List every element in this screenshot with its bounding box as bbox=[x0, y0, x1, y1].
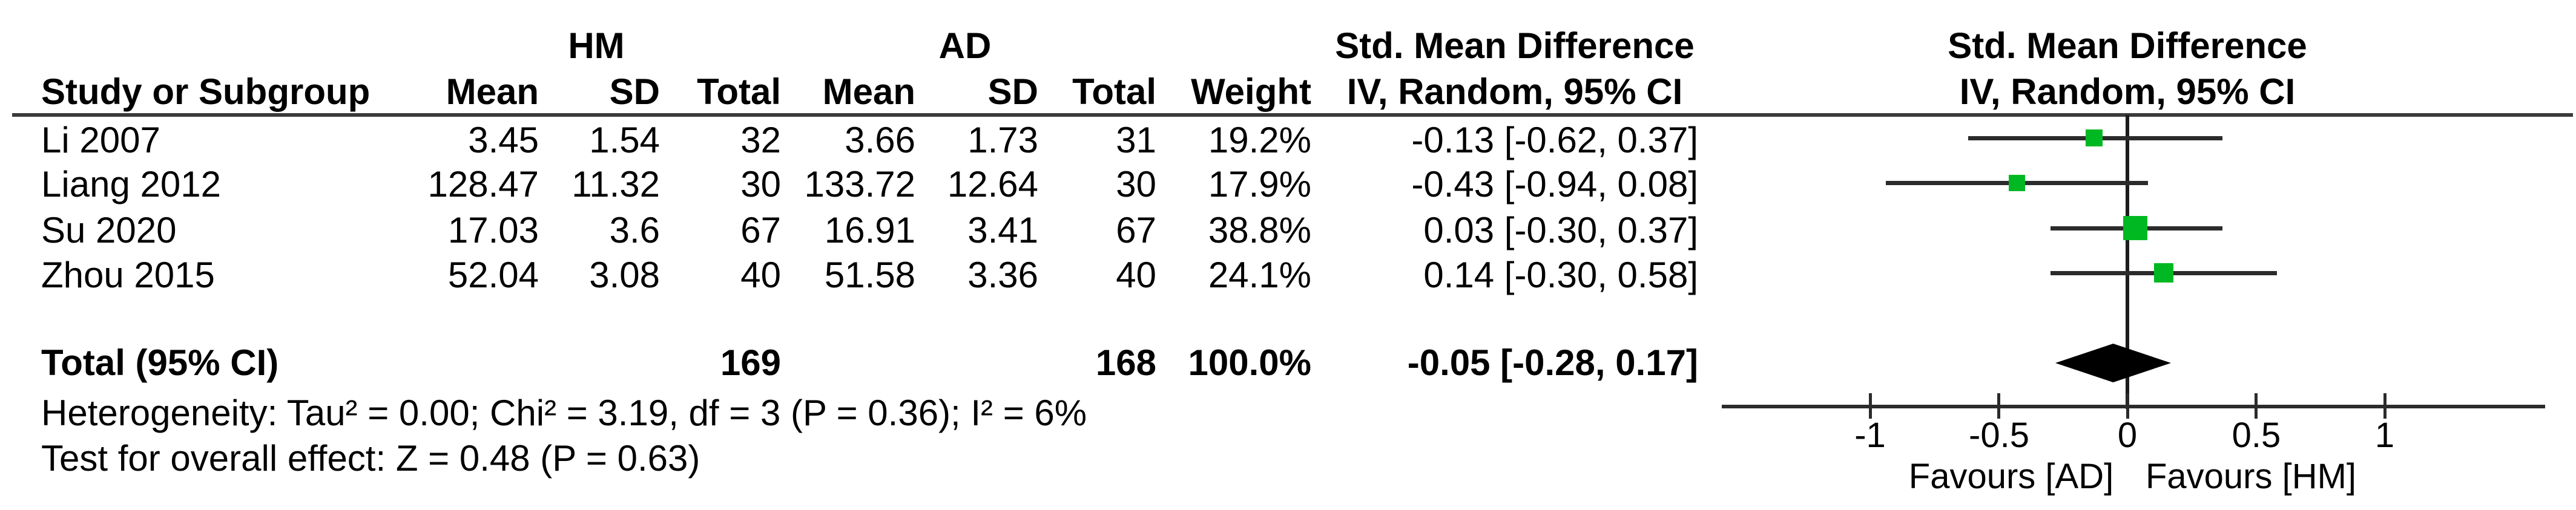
heterogeneity-text: Heterogeneity: Tau² = 0.00; Chi² = 3.19,… bbox=[41, 393, 1087, 433]
favours-left-label: Favours [AD] bbox=[1908, 457, 2114, 496]
col-header-weight: Weight bbox=[1191, 71, 1311, 112]
header-separator-line bbox=[12, 113, 2573, 117]
axis-tick-label: -1 bbox=[1854, 416, 1886, 455]
x-axis-line bbox=[1722, 405, 2545, 408]
effect-square-marker bbox=[2009, 175, 2025, 191]
hm-sd-cell: 3.6 bbox=[609, 210, 660, 250]
axis-tick-label: 0.5 bbox=[2232, 416, 2281, 455]
weight-cell: 24.1% bbox=[1208, 255, 1311, 295]
zero-effect-line bbox=[2126, 115, 2129, 409]
hm-mean-cell: 17.03 bbox=[447, 210, 539, 250]
ci-text-cell: 0.03 [-0.30, 0.37] bbox=[1423, 210, 1698, 250]
smd-header-table: Std. Mean Difference bbox=[1335, 25, 1695, 66]
total-hm-n: 169 bbox=[720, 342, 781, 383]
hm-sd-cell: 1.54 bbox=[589, 120, 660, 160]
study-name: Zhou 2015 bbox=[41, 255, 215, 295]
axis-tick bbox=[2255, 393, 2258, 419]
axis-tick-label: 1 bbox=[2374, 416, 2395, 455]
pooled-effect-diamond bbox=[2055, 344, 2171, 382]
ad-total-cell: 40 bbox=[1116, 255, 1156, 295]
weight-cell: 19.2% bbox=[1208, 120, 1311, 160]
ad-mean-cell: 133.72 bbox=[804, 164, 915, 204]
ad-sd-cell: 12.64 bbox=[947, 164, 1038, 204]
ad-total-cell: 30 bbox=[1116, 164, 1156, 204]
axis-tick bbox=[1997, 393, 2000, 419]
axis-tick bbox=[2383, 393, 2387, 419]
ad-mean-cell: 16.91 bbox=[824, 210, 915, 250]
effect-square-marker bbox=[2154, 263, 2173, 283]
ad-sd-cell: 3.41 bbox=[967, 210, 1038, 250]
weight-cell: 17.9% bbox=[1208, 164, 1311, 204]
effect-square-marker bbox=[2086, 129, 2103, 146]
ad-sd-cell: 1.73 bbox=[967, 120, 1038, 160]
hm-sd-cell: 3.08 bbox=[589, 255, 660, 295]
ad-mean-cell: 3.66 bbox=[845, 120, 915, 160]
hm-total-cell: 30 bbox=[740, 164, 781, 204]
study-name: Li 2007 bbox=[41, 120, 160, 160]
col-header-hm-mean: Mean bbox=[446, 71, 539, 112]
overall-effect-text: Test for overall effect: Z = 0.48 (P = 0… bbox=[41, 438, 700, 479]
ad-sd-cell: 3.36 bbox=[967, 255, 1038, 295]
effect-square-marker bbox=[2123, 216, 2147, 240]
hm-total-cell: 67 bbox=[740, 210, 781, 250]
ad-total-cell: 31 bbox=[1116, 120, 1156, 160]
total-weight: 100.0% bbox=[1188, 342, 1312, 383]
col-header-ad-sd: SD bbox=[987, 71, 1038, 112]
col-header-ad-mean: Mean bbox=[822, 71, 915, 112]
hm-mean-cell: 52.04 bbox=[447, 255, 539, 295]
method-header-table: IV, Random, 95% CI bbox=[1346, 71, 1683, 112]
ad-total-cell: 67 bbox=[1116, 210, 1156, 250]
study-name: Su 2020 bbox=[41, 210, 177, 250]
ci-text-cell: -0.13 [-0.62, 0.37] bbox=[1411, 120, 1698, 160]
ad-mean-cell: 51.58 bbox=[824, 255, 915, 295]
method-header-plot: IV, Random, 95% CI bbox=[1959, 71, 2296, 112]
axis-tick bbox=[2126, 393, 2129, 419]
hm-total-cell: 40 bbox=[740, 255, 781, 295]
axis-tick-label: 0 bbox=[2117, 416, 2138, 455]
col-header-ad-total: Total bbox=[1072, 71, 1156, 112]
hm-total-cell: 32 bbox=[740, 120, 781, 160]
total-ci-text: -0.05 [-0.28, 0.17] bbox=[1407, 342, 1698, 383]
total-ad-n: 168 bbox=[1095, 342, 1156, 383]
smd-header-plot: Std. Mean Difference bbox=[1948, 25, 2307, 66]
col-header-hm-sd: SD bbox=[609, 71, 660, 112]
axis-tick-label: -0.5 bbox=[1969, 416, 2029, 455]
favours-right-label: Favours [HM] bbox=[2145, 457, 2357, 496]
study-name: Liang 2012 bbox=[41, 164, 221, 204]
hm-mean-cell: 128.47 bbox=[427, 164, 539, 204]
weight-cell: 38.8% bbox=[1208, 210, 1311, 250]
total-row-label: Total (95% CI) bbox=[41, 342, 279, 383]
col-header-study: Study or Subgroup bbox=[41, 71, 371, 112]
axis-tick bbox=[1869, 393, 1872, 419]
group-header-hm: HM bbox=[568, 25, 625, 66]
hm-mean-cell: 3.45 bbox=[468, 120, 539, 160]
group-header-ad: AD bbox=[938, 25, 992, 66]
ci-text-cell: -0.43 [-0.94, 0.08] bbox=[1411, 164, 1698, 204]
col-header-hm-total: Total bbox=[697, 71, 781, 112]
hm-sd-cell: 11.32 bbox=[572, 164, 660, 204]
ci-text-cell: 0.14 [-0.30, 0.58] bbox=[1423, 255, 1698, 295]
